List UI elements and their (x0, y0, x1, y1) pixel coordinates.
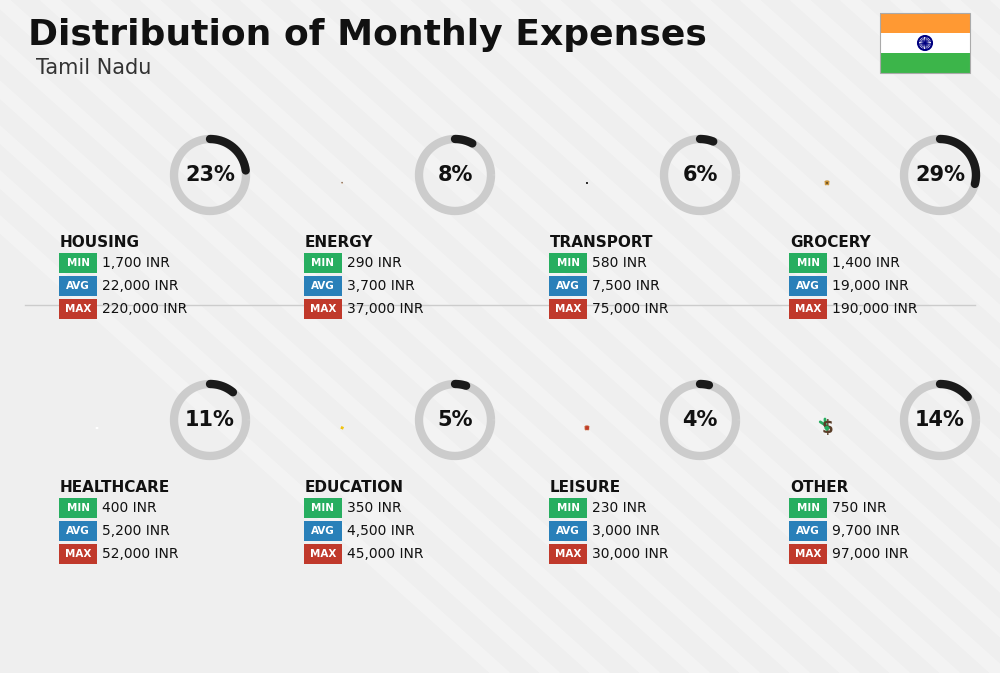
Text: MIN: MIN (796, 503, 820, 513)
Text: 190,000 INR: 190,000 INR (832, 302, 918, 316)
Text: $: $ (821, 419, 833, 437)
Text: MAX: MAX (555, 549, 581, 559)
Text: AVG: AVG (556, 281, 580, 291)
Text: AVG: AVG (311, 281, 335, 291)
Text: 750 INR: 750 INR (832, 501, 887, 515)
FancyBboxPatch shape (59, 299, 97, 319)
Text: 3,700 INR: 3,700 INR (347, 279, 415, 293)
Text: AVG: AVG (796, 526, 820, 536)
Text: AVG: AVG (311, 526, 335, 536)
Text: 6%: 6% (682, 165, 718, 185)
Text: 52,000 INR: 52,000 INR (102, 547, 178, 561)
FancyBboxPatch shape (789, 276, 827, 296)
FancyBboxPatch shape (549, 544, 587, 564)
Text: 1,700 INR: 1,700 INR (102, 256, 170, 270)
Text: MAX: MAX (65, 304, 91, 314)
Text: MAX: MAX (65, 549, 91, 559)
Text: 230 INR: 230 INR (592, 501, 647, 515)
Text: 97,000 INR: 97,000 INR (832, 547, 909, 561)
Text: MAX: MAX (795, 549, 821, 559)
FancyBboxPatch shape (549, 498, 587, 518)
Text: Tamil Nadu: Tamil Nadu (36, 58, 151, 78)
Text: EDUCATION: EDUCATION (305, 480, 404, 495)
Text: 3,000 INR: 3,000 INR (592, 524, 660, 538)
FancyBboxPatch shape (880, 13, 970, 33)
Text: AVG: AVG (796, 281, 820, 291)
Text: 14%: 14% (915, 410, 965, 430)
FancyBboxPatch shape (304, 498, 342, 518)
FancyBboxPatch shape (59, 521, 97, 541)
Text: MIN: MIN (66, 503, 90, 513)
Text: 350 INR: 350 INR (347, 501, 402, 515)
Text: 9,700 INR: 9,700 INR (832, 524, 900, 538)
FancyBboxPatch shape (59, 276, 97, 296)
Text: 290 INR: 290 INR (347, 256, 402, 270)
Text: HEALTHCARE: HEALTHCARE (60, 480, 170, 495)
FancyBboxPatch shape (880, 33, 970, 53)
Text: MIN: MIN (796, 258, 820, 268)
FancyBboxPatch shape (549, 253, 587, 273)
Text: 4,500 INR: 4,500 INR (347, 524, 415, 538)
Text: MIN: MIN (66, 258, 90, 268)
Text: 75,000 INR: 75,000 INR (592, 302, 668, 316)
Text: 220,000 INR: 220,000 INR (102, 302, 187, 316)
Text: AVG: AVG (66, 526, 90, 536)
Text: MAX: MAX (310, 549, 336, 559)
FancyBboxPatch shape (304, 299, 342, 319)
Text: 45,000 INR: 45,000 INR (347, 547, 424, 561)
Text: 7,500 INR: 7,500 INR (592, 279, 660, 293)
Text: 400 INR: 400 INR (102, 501, 157, 515)
Text: OTHER: OTHER (790, 480, 848, 495)
FancyBboxPatch shape (880, 53, 970, 73)
FancyBboxPatch shape (304, 253, 342, 273)
Text: 5%: 5% (437, 410, 473, 430)
Text: Distribution of Monthly Expenses: Distribution of Monthly Expenses (28, 18, 707, 52)
FancyBboxPatch shape (789, 544, 827, 564)
Text: 22,000 INR: 22,000 INR (102, 279, 178, 293)
Text: 4%: 4% (682, 410, 718, 430)
FancyBboxPatch shape (789, 498, 827, 518)
FancyBboxPatch shape (789, 253, 827, 273)
Text: GROCERY: GROCERY (790, 235, 871, 250)
Text: TRANSPORT: TRANSPORT (550, 235, 654, 250)
FancyBboxPatch shape (789, 521, 827, 541)
Text: 580 INR: 580 INR (592, 256, 647, 270)
Text: AVG: AVG (556, 526, 580, 536)
FancyBboxPatch shape (59, 253, 97, 273)
Text: 11%: 11% (185, 410, 235, 430)
FancyBboxPatch shape (549, 276, 587, 296)
Text: LEISURE: LEISURE (550, 480, 621, 495)
Text: MIN: MIN (556, 258, 580, 268)
Text: 8%: 8% (437, 165, 473, 185)
FancyBboxPatch shape (59, 544, 97, 564)
Text: ENERGY: ENERGY (305, 235, 374, 250)
FancyBboxPatch shape (549, 299, 587, 319)
Text: HOUSING: HOUSING (60, 235, 140, 250)
Text: AVG: AVG (66, 281, 90, 291)
FancyBboxPatch shape (304, 544, 342, 564)
FancyBboxPatch shape (304, 276, 342, 296)
Text: MIN: MIN (312, 503, 334, 513)
Text: 30,000 INR: 30,000 INR (592, 547, 668, 561)
Text: MIN: MIN (556, 503, 580, 513)
FancyBboxPatch shape (304, 521, 342, 541)
Text: 23%: 23% (185, 165, 235, 185)
FancyBboxPatch shape (59, 498, 97, 518)
FancyBboxPatch shape (789, 299, 827, 319)
FancyBboxPatch shape (549, 521, 587, 541)
Text: 37,000 INR: 37,000 INR (347, 302, 424, 316)
Text: 29%: 29% (915, 165, 965, 185)
Text: MIN: MIN (312, 258, 334, 268)
Text: MAX: MAX (555, 304, 581, 314)
Text: MAX: MAX (310, 304, 336, 314)
Text: 19,000 INR: 19,000 INR (832, 279, 909, 293)
Text: MAX: MAX (795, 304, 821, 314)
Text: 1,400 INR: 1,400 INR (832, 256, 900, 270)
Text: 5,200 INR: 5,200 INR (102, 524, 170, 538)
